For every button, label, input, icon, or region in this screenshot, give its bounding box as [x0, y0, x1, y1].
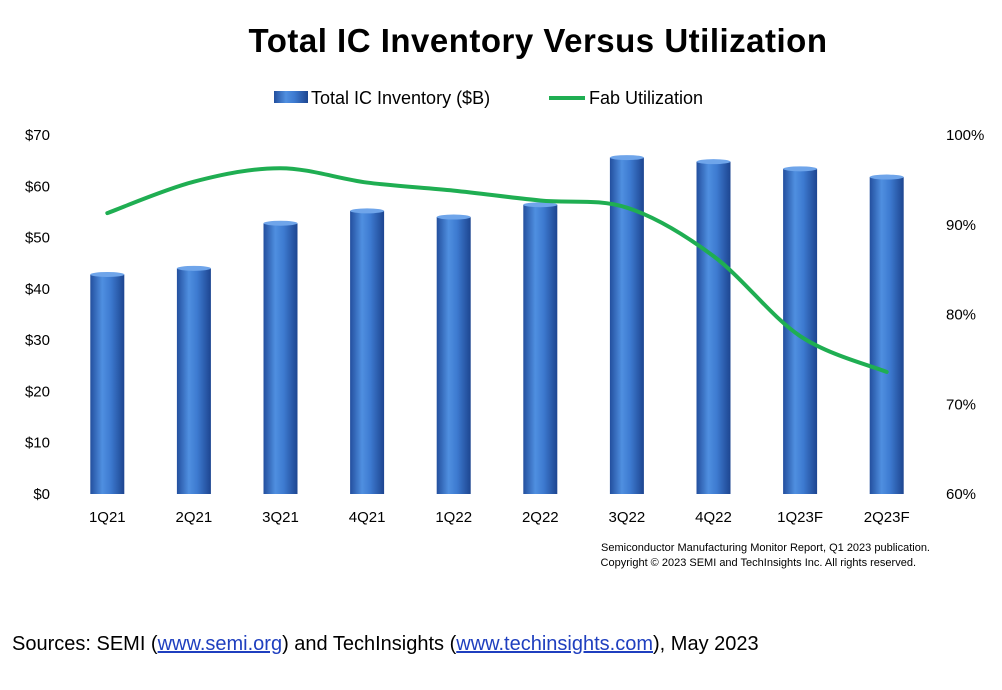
- y-right-tick-label: 60%: [946, 486, 976, 503]
- semi-link[interactable]: www.semi.org: [157, 633, 283, 655]
- sources-line: Sources: SEMI (www.semi.org) and TechIns…: [12, 633, 759, 656]
- y-left-tick-label: $0: [33, 486, 50, 503]
- sources-prefix: Sources: SEMI (: [12, 633, 158, 655]
- legend-label-inventory: Total IC Inventory ($B): [311, 88, 490, 108]
- legend: Total IC Inventory ($B) Fab Utilization: [274, 88, 703, 108]
- inventory-bar-cap: [783, 166, 818, 172]
- inventory-bar: [263, 223, 298, 494]
- inventory-bar-cap: [523, 202, 558, 208]
- inventory-bar-cap: [609, 155, 644, 161]
- inventory-bar: [783, 168, 818, 494]
- chart-notes: Semiconductor Manufacturing Monitor Repo…: [601, 542, 930, 569]
- y-left-tick-label: $20: [25, 383, 50, 400]
- legend-label-utilization: Fab Utilization: [589, 88, 703, 108]
- x-tick-label: 2Q23F: [864, 509, 910, 526]
- inventory-bar-cap: [436, 214, 471, 220]
- x-tick-label: 2Q22: [522, 509, 559, 526]
- inventory-bar-cap: [90, 271, 125, 277]
- y-right-tick-label: 100%: [946, 127, 984, 144]
- inventory-bar: [90, 274, 125, 494]
- y-right-tick-label: 80%: [946, 307, 976, 324]
- legend-swatch-inventory: [274, 91, 308, 103]
- y-left-tick-label: $40: [25, 281, 50, 298]
- inventory-bar-cap: [263, 220, 298, 226]
- inventory-bar: [869, 177, 904, 494]
- x-tick-label: 3Q22: [609, 509, 646, 526]
- sources-middle: ) and TechInsights (: [282, 633, 457, 655]
- inventory-bar-cap: [696, 159, 731, 165]
- inventory-bar-cap: [350, 208, 385, 214]
- y-left-tick-label: $60: [25, 178, 50, 195]
- inventory-bar: [696, 161, 731, 494]
- inventory-bar: [523, 204, 558, 494]
- inventory-bar-cap: [176, 265, 211, 271]
- x-tick-label: 1Q21: [89, 509, 126, 526]
- y-left-tick-label: $50: [25, 230, 50, 247]
- y-axis-left: $0 $10 $20 $30 $40 $50 $60 $70: [25, 127, 50, 503]
- chart: Total IC Inventory Versus Utilization To…: [25, 22, 984, 569]
- inventory-bar: [436, 217, 471, 495]
- x-tick-label: 3Q21: [262, 509, 299, 526]
- x-tick-label: 1Q22: [435, 509, 472, 526]
- x-tick-label: 4Q21: [349, 509, 386, 526]
- y-left-tick-label: $10: [25, 435, 50, 452]
- x-tick-label: 4Q22: [695, 509, 732, 526]
- x-tick-label: 2Q21: [176, 509, 213, 526]
- y-right-tick-label: 70%: [946, 396, 976, 413]
- utilization-line: [105, 166, 889, 374]
- y-axis-right: 60% 70% 80% 90% 100%: [946, 127, 984, 503]
- line-series: [105, 166, 889, 374]
- chart-title: Total IC Inventory Versus Utilization: [249, 22, 828, 59]
- bar-series: [90, 155, 904, 495]
- techinsights-link[interactable]: www.techinsights.com: [456, 633, 654, 655]
- x-tick-label: 1Q23F: [777, 509, 823, 526]
- y-left-tick-label: $30: [25, 332, 50, 349]
- x-axis: 1Q21 2Q21 3Q21 4Q21 1Q22 2Q22 3Q22 4Q22 1Q23F 2Q2…: [89, 509, 910, 526]
- note-line-2: Copyright © 2023 SEMI and TechInsights I…: [601, 557, 916, 569]
- y-right-tick-label: 90%: [946, 217, 976, 234]
- inventory-bar: [350, 210, 385, 494]
- inventory-bar-cap: [869, 174, 904, 180]
- y-left-tick-label: $70: [25, 127, 50, 144]
- note-line-1: Semiconductor Manufacturing Monitor Repo…: [601, 542, 930, 554]
- inventory-bar: [176, 268, 211, 494]
- sources-suffix: ), May 2023: [653, 633, 759, 655]
